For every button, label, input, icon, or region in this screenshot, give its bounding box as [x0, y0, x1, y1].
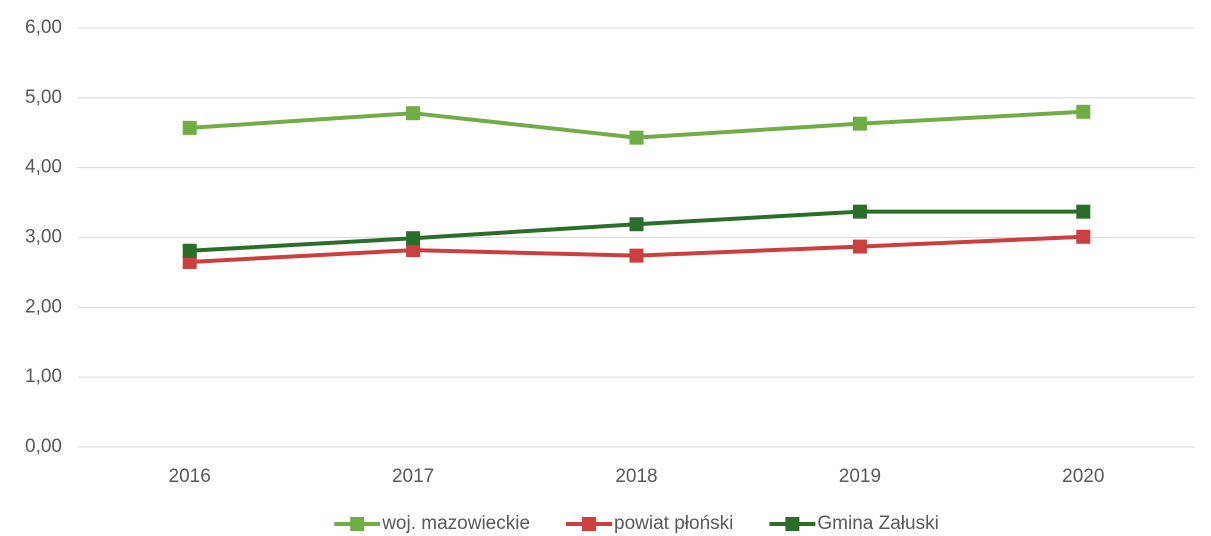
y-tick-label: 4,00: [25, 157, 62, 178]
x-tick-label: 2020: [1062, 466, 1104, 487]
marker: [629, 248, 644, 263]
y-tick-label: 3,00: [25, 227, 62, 248]
y-tick-label: 2,00: [25, 296, 62, 317]
legend-label: woj. mazowieckie: [381, 513, 530, 534]
marker: [1076, 229, 1091, 244]
x-tick-label: 2018: [615, 466, 657, 487]
legend-marker: [350, 517, 365, 531]
marker: [182, 243, 197, 258]
marker: [852, 116, 867, 131]
marker: [852, 204, 867, 219]
marker: [182, 254, 197, 269]
y-tick-label: 1,00: [25, 366, 62, 387]
marker: [406, 243, 421, 258]
marker: [1076, 104, 1091, 119]
y-tick-label: 0,00: [25, 436, 62, 457]
x-tick-label: 2017: [392, 466, 434, 487]
marker: [1076, 204, 1091, 219]
marker: [629, 217, 644, 232]
legend-label: powiat płoński: [614, 513, 733, 534]
marker: [182, 120, 197, 135]
x-tick-label: 2016: [169, 466, 211, 487]
legend-marker: [582, 517, 597, 531]
marker: [406, 231, 421, 246]
legend-marker: [785, 517, 800, 531]
legend-label: Gmina Załuski: [817, 513, 938, 534]
y-tick-label: 5,00: [25, 87, 62, 108]
marker: [629, 130, 644, 145]
x-tick-label: 2019: [839, 466, 881, 487]
marker: [406, 106, 421, 121]
y-tick-label: 6,00: [25, 17, 62, 38]
marker: [852, 239, 867, 254]
